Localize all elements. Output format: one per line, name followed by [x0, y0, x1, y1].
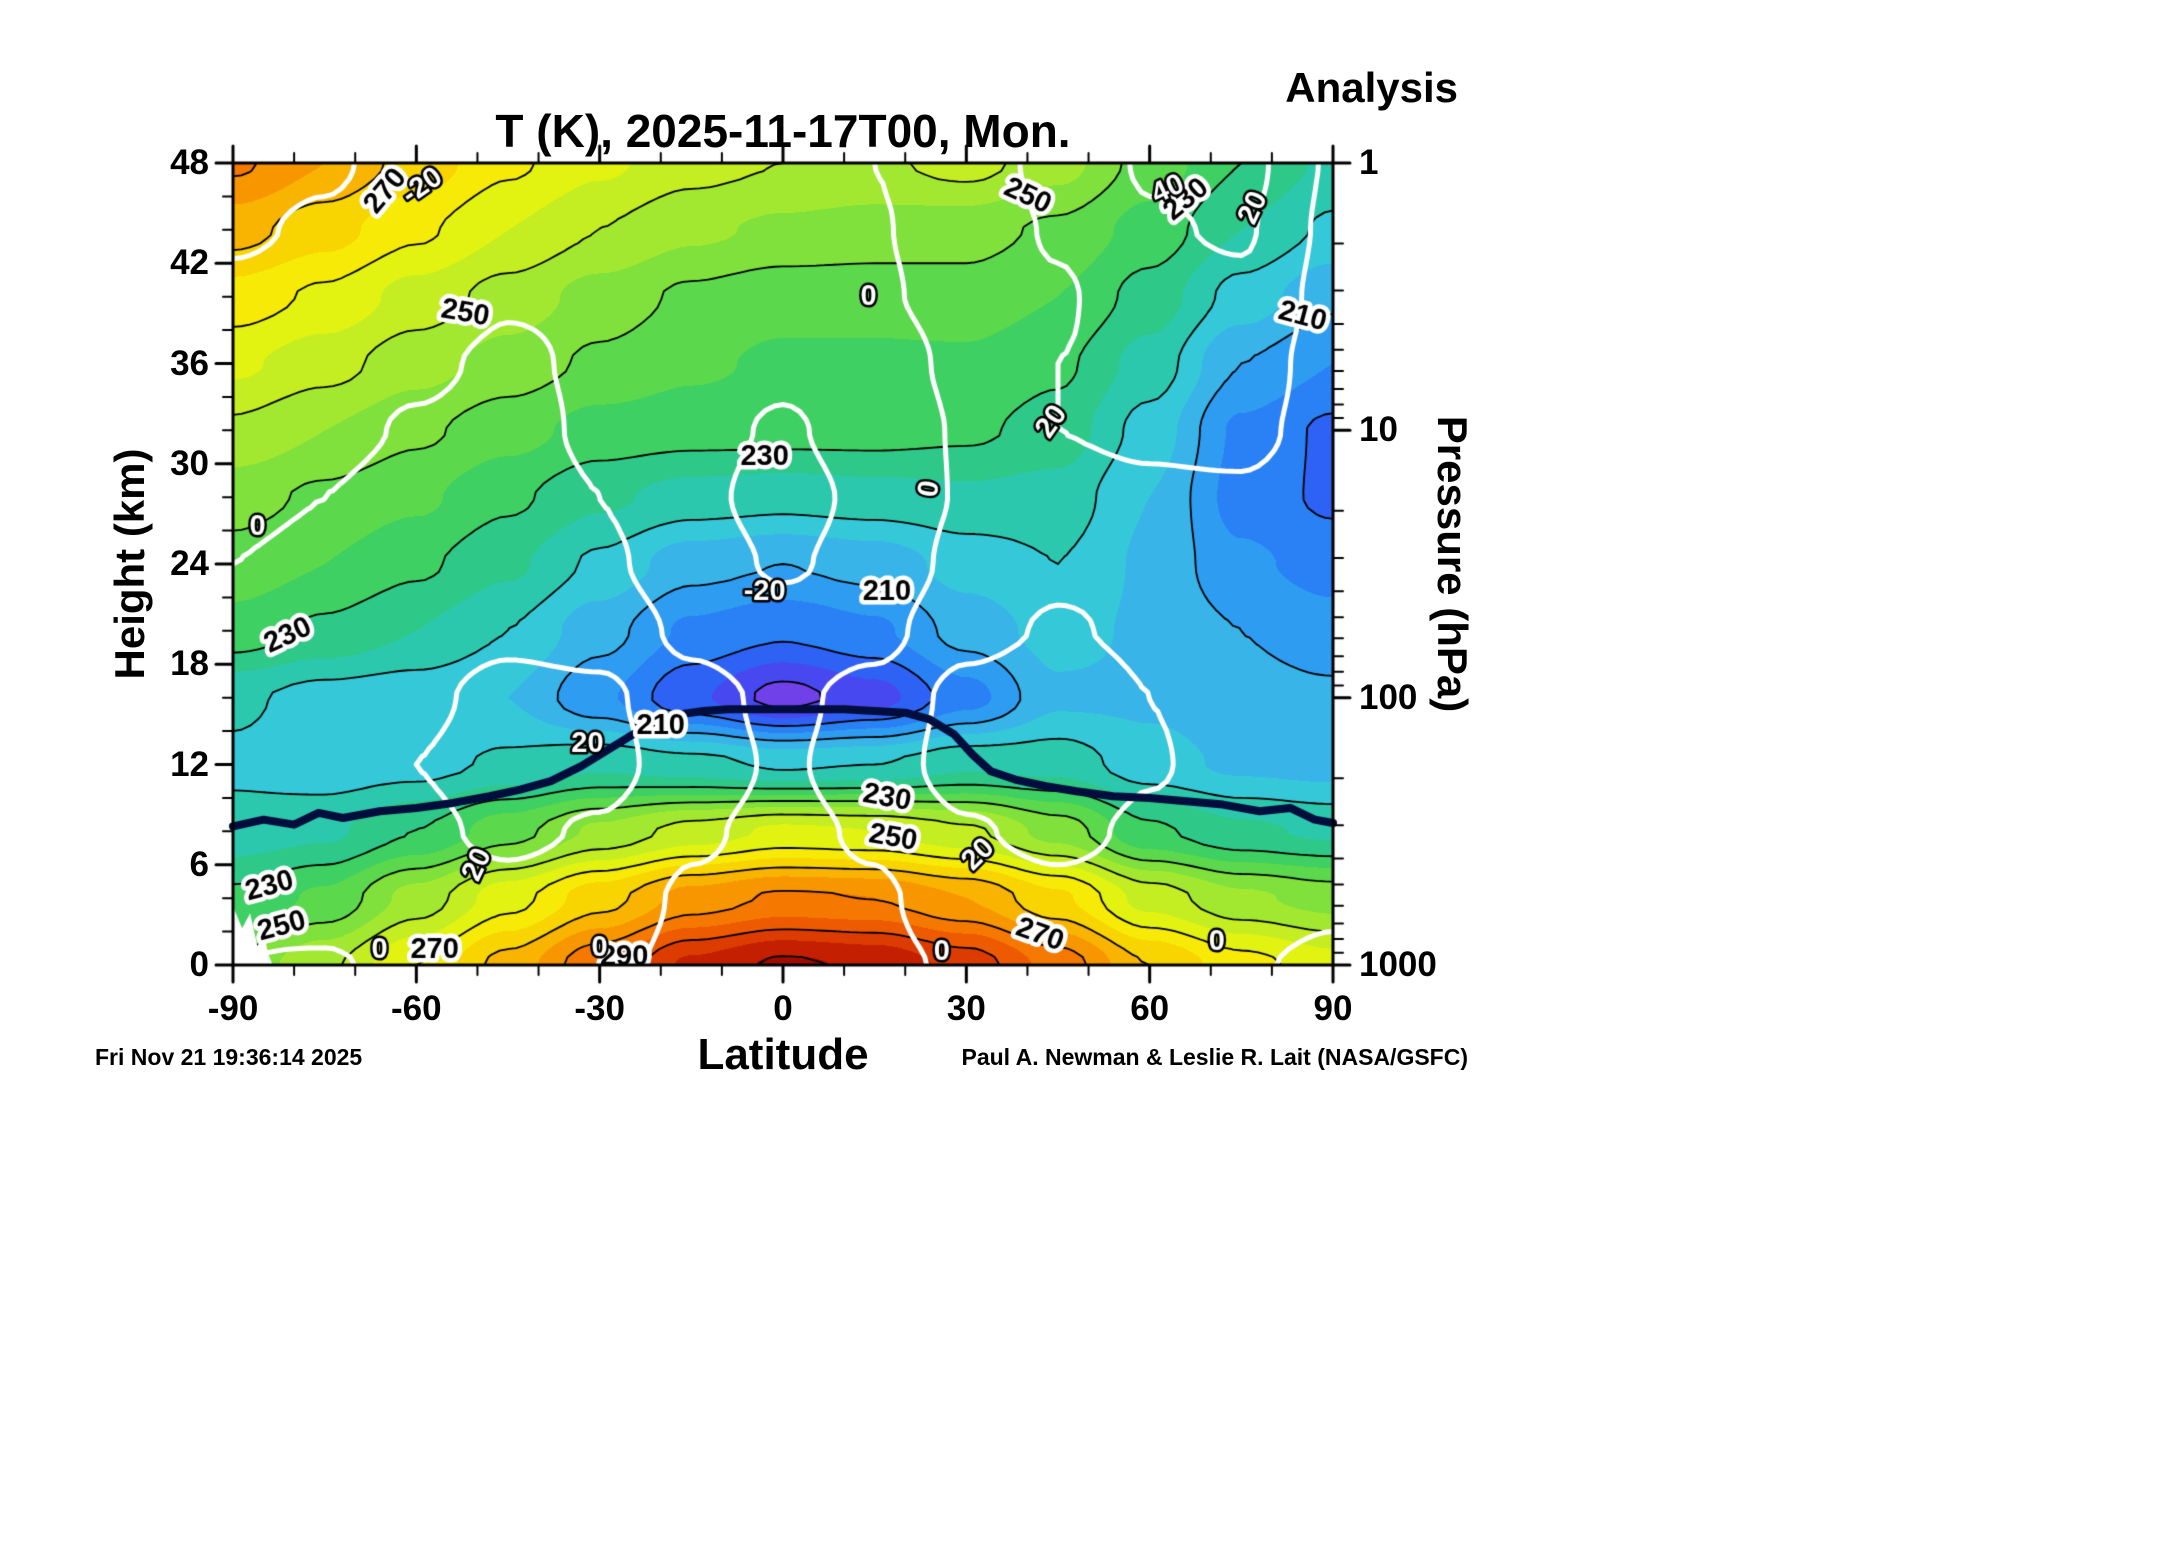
plot-title: T (K), 2025-11-17T00, Mon.: [495, 105, 1071, 157]
height-tick-label: 30: [170, 443, 209, 483]
latitude-tick-label: -30: [574, 989, 625, 1028]
height-tick-label: 0: [189, 945, 209, 984]
height-tick-label: 36: [170, 343, 209, 383]
height-tick-label: 6: [189, 844, 209, 884]
height-tick-label: 12: [170, 744, 209, 784]
height-tick-label: 48: [170, 143, 209, 182]
latitude-tick-label: -60: [391, 989, 442, 1028]
latitude-tick-label: 90: [1313, 989, 1353, 1028]
creation-timestamp: Fri Nov 21 19:36:14 2025: [95, 1044, 363, 1070]
latitude-tick-label: 0: [773, 989, 793, 1028]
height-axis-label: Height (km): [106, 448, 153, 680]
credit-text: Paul A. Newman & Leslie R. Lait (NASA/GS…: [961, 1044, 1468, 1070]
pressure-tick-label: 10: [1359, 410, 1398, 450]
height-tick-label: 42: [170, 243, 209, 283]
analysis-label: Analysis: [1285, 64, 1458, 111]
pressure-tick-label: 1: [1359, 143, 1379, 182]
latitude-tick-label: -90: [207, 989, 259, 1028]
height-tick-label: 24: [170, 544, 209, 583]
pressure-tick-label: 1000: [1359, 945, 1437, 984]
latitude-tick-label: 30: [946, 989, 986, 1028]
latitude-tick-label: 60: [1130, 989, 1170, 1028]
pressure-axis-label: Pressure (hPa): [1429, 415, 1476, 713]
pressure-tick-label: 100: [1359, 677, 1418, 717]
height-tick-label: 18: [170, 644, 209, 684]
latitude-axis-label: Latitude: [697, 1030, 869, 1079]
